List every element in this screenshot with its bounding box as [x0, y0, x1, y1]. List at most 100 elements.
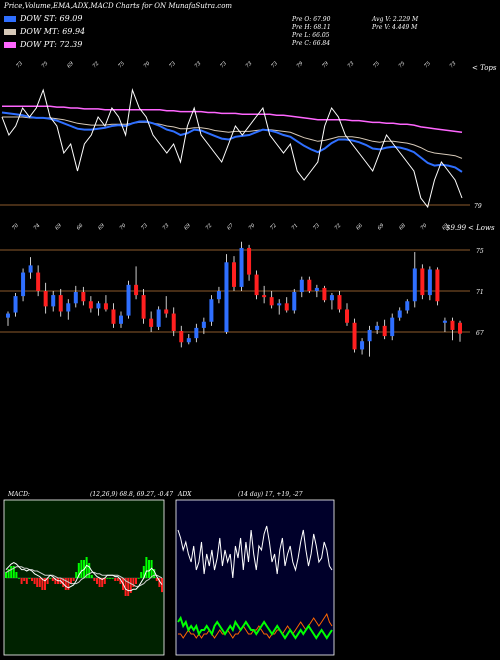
candle-body — [299, 279, 304, 293]
candle-body — [427, 269, 432, 296]
price-ema-panel: < Tops < Lows 79 $9.99 73 75 69 72 75 70 73 73 7… — [0, 60, 497, 232]
top-tick-label: 73 — [168, 61, 177, 70]
candle-body — [269, 297, 274, 306]
macd-histogram-bar — [145, 557, 148, 578]
candle-body — [119, 315, 123, 324]
top-tick-label: 73 — [449, 61, 458, 70]
candle-body — [232, 262, 236, 287]
candle-body — [458, 322, 462, 334]
candle-body — [111, 309, 116, 324]
candle-body — [382, 325, 387, 337]
candle-body — [352, 322, 357, 350]
candle-body — [73, 292, 78, 304]
macd-histogram-bar — [18, 578, 20, 579]
macd-histogram-bar — [20, 578, 23, 584]
macd-histogram-bar — [54, 578, 57, 584]
bottom-tick-label: 69 — [54, 222, 63, 231]
candle-tick-71: 71 — [476, 289, 484, 296]
top-tick-label: 73 — [219, 61, 228, 70]
macd-histogram-bar — [142, 566, 145, 578]
candles — [6, 241, 462, 357]
stat-pre-volume: Pre V: 4.449 M — [372, 24, 418, 31]
macd-histogram-bar — [150, 560, 153, 578]
candle-body — [284, 303, 289, 311]
macd-histogram-bar — [119, 578, 122, 584]
top-tick-label: 73 — [245, 61, 254, 70]
top-tick-label: 73 — [347, 61, 356, 70]
top-tick-label: 70 — [143, 60, 152, 69]
candle-body — [126, 284, 131, 316]
macd-signal-line — [5, 566, 163, 587]
candle-body — [412, 268, 417, 302]
candle-tick-67: 67 — [476, 330, 484, 337]
candle-body — [58, 295, 63, 312]
legend-swatch — [4, 15, 16, 22]
candle-body — [329, 295, 334, 301]
macd-histogram-bar — [62, 578, 65, 587]
stat-open: Pre O: 67.90 — [292, 16, 331, 23]
top-tick-label: 79 — [296, 60, 305, 69]
candle-body — [397, 310, 402, 318]
macd-histogram-bar — [132, 578, 135, 587]
legend-swatch — [4, 41, 16, 48]
top-tick-label: 69 — [66, 60, 75, 69]
candle-body — [88, 301, 93, 309]
top-tick-label: 75 — [117, 61, 126, 70]
top-tick-label: 79 — [321, 60, 330, 69]
macd-histogram-bar — [85, 557, 88, 578]
macd-histogram-bar — [7, 569, 10, 578]
candle-body — [13, 296, 18, 313]
ema-mt-line — [2, 116, 463, 159]
candle-body — [292, 292, 297, 311]
candle-body — [171, 313, 176, 331]
bottom-tick-label: 74 — [33, 223, 42, 232]
macd-histogram-bar — [111, 578, 114, 579]
bottom-tick-label: 67 — [226, 222, 235, 231]
candle-body — [367, 329, 372, 342]
chart-title-text: Price,Volume,EMA,ADX,MACD Charts for ON — [4, 2, 167, 10]
adx-panel: ADX (14 day) 17, +19, -27 — [175, 491, 335, 656]
candle-body — [28, 265, 33, 273]
macd-histogram-bar — [98, 578, 101, 587]
legend-dow-st: DOW ST: 69.09 — [4, 14, 82, 23]
site-name[interactable]: MunafaSutra.com — [168, 2, 233, 10]
macd-lines — [5, 562, 163, 592]
macd-histogram-bar — [12, 566, 15, 578]
adx-line — [177, 525, 333, 579]
ema-lines — [1, 88, 463, 209]
candle-body — [149, 318, 154, 327]
stat-close: Pre C: 66.84 — [292, 40, 331, 47]
legend-swatch — [4, 28, 16, 35]
top-tick-label: 75 — [41, 61, 50, 70]
candle-body — [247, 247, 252, 275]
adx-label: ADX — [177, 491, 192, 498]
macd-label: MACD: — [7, 491, 30, 498]
bottom-tick-label: 69 — [183, 222, 192, 231]
macd-histogram-bar — [46, 578, 49, 584]
last-price-label: $9.99 — [446, 224, 467, 232]
macd-histogram-bar — [148, 560, 150, 578]
bottom-tick-label: 66 — [355, 222, 364, 231]
candle-body — [103, 303, 108, 310]
macd-params: (12,26,9) 68.8, 69.27, -0.47 — [90, 491, 173, 498]
bottom-tick-label: 73 — [140, 223, 149, 232]
bottom-tick-label: 69 — [441, 222, 450, 231]
macd-histogram-bar — [67, 578, 70, 590]
candle-body — [51, 295, 56, 307]
chart-title: Price,Volume,EMA,ADX,MACD Charts for ON … — [4, 2, 232, 10]
macd-histogram-bar — [38, 578, 41, 587]
candle-body — [141, 295, 146, 319]
top-tick-label: 73 — [15, 61, 24, 70]
macd-histogram-bar — [36, 578, 39, 587]
macd-histogram-bar — [41, 578, 44, 590]
bottom-tick-label: 69 — [97, 222, 106, 231]
macd-histogram-bar — [96, 578, 98, 584]
macd-histogram-bar — [88, 563, 91, 578]
bottom-tick-label: 66 — [76, 222, 85, 231]
bottom-tick-label: 72 — [269, 223, 278, 232]
macd-histogram-bar — [137, 578, 140, 579]
candle-body — [164, 309, 169, 314]
macd-histogram-bar — [49, 578, 52, 579]
macd-histogram-bar — [33, 578, 36, 584]
